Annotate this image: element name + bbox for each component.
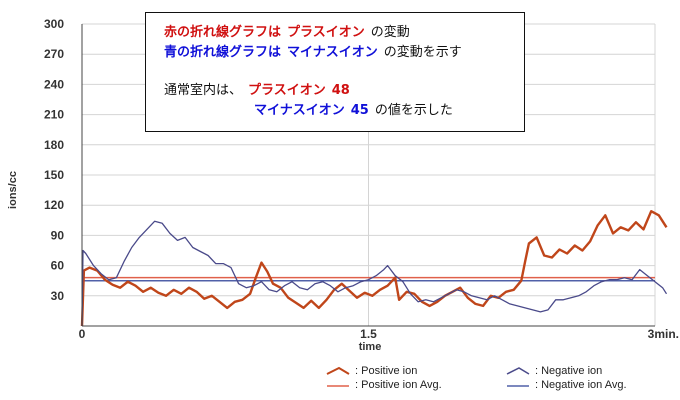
x-axis-label: time [359,341,382,353]
legend-label-positive-ion: : Positive ion [355,365,418,377]
annotation-2b: マイナスイオン [287,45,378,60]
x-tick-label-2: 3min. [648,327,679,341]
series-positive-ion [80,209,668,327]
annotation-3b: プラスイオン [248,83,326,98]
y-tick-label-240: 240 [44,77,64,91]
chart-axes [81,24,655,327]
y-tick-label-180: 180 [44,138,64,152]
annotation-1b: プラスイオン [287,25,365,40]
x-tick-label-0: 0 [79,327,86,341]
annotation-line-4: マイナスイオン 45 の値を示した [254,99,459,118]
annotation-4b: 45 [350,103,369,118]
y-tick-label-270: 270 [44,47,64,61]
annotation-3a: 通常室内は、 [164,83,243,98]
y-tick-label-210: 210 [44,108,64,122]
y-axis-label: ions/cc [7,171,19,209]
annotation-1a: 赤の折れ線グラフは [164,25,282,40]
x-axis-ticks: 0 1.5 3min. [79,327,679,341]
legend-swatch-negative-ion [506,367,530,375]
annotation-3c: 48 [331,83,350,98]
y-tick-label-30: 30 [51,289,65,303]
annotation-line-2: 青の折れ線グラフは マイナスイオン の変動を示す [164,41,468,60]
x-tick-label-1: 1.5 [360,327,377,341]
y-tick-label-60: 60 [51,259,65,273]
y-tick-label-120: 120 [44,198,64,212]
annotation-4a: マイナスイオン [254,103,345,118]
y-axis-ticks: 30 60 90 120 150 180 210 240 270 300 [44,17,64,303]
legend-label-positive-avg: : Positive ion Avg. [355,379,442,391]
y-tick-label-150: 150 [44,168,64,182]
annotation-box: 赤の折れ線グラフは プラスイオン の変動 青の折れ線グラフは マイナスイオン の変動を示… [145,12,525,132]
chart-series [80,209,668,327]
legend-swatches [326,366,530,387]
annotation-4c: の値を示した [374,103,453,118]
annotation-line-1: 赤の折れ線グラフは プラスイオン の変動 [164,21,416,40]
legend-swatch-positive-ion [326,366,350,375]
legend-label-negative-avg: : Negative ion Avg. [535,379,627,391]
series-negative-ion [81,220,668,327]
y-tick-label-90: 90 [51,228,65,242]
annotation-line-3: 通常室内は、 プラスイオン 48 [164,79,356,98]
y-tick-label-300: 300 [44,17,64,31]
legend-label-negative-ion: : Negative ion [535,365,603,377]
annotation-1c: の変動 [370,25,410,40]
annotation-2c: の変動を示す [383,45,462,60]
annotation-2a: 青の折れ線グラフは [164,45,282,60]
legend: : Positive ion : Negative ion : Positive… [325,364,665,396]
